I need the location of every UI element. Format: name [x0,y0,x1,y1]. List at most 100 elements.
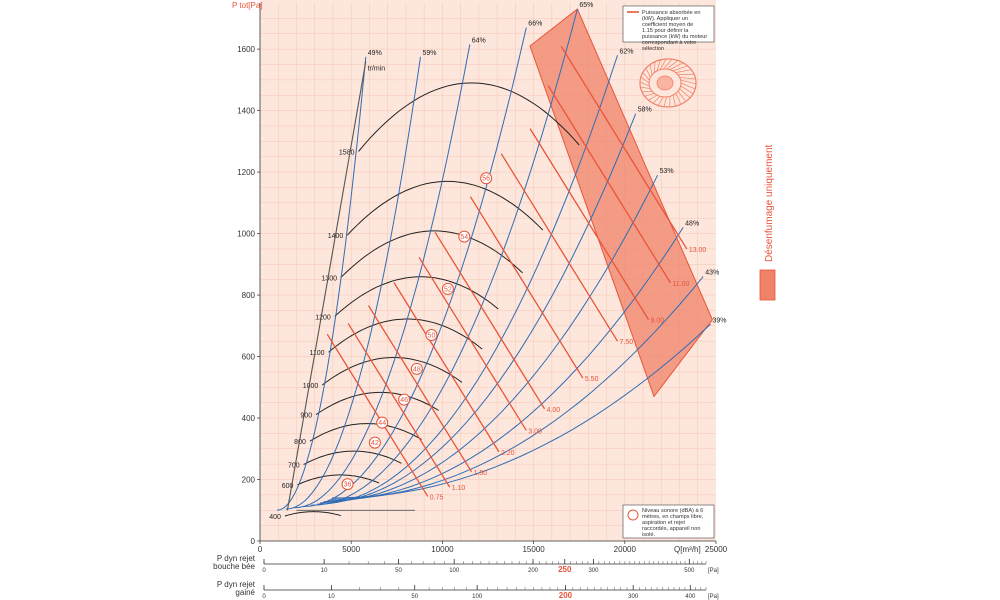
speed-curve-label: 400 [269,514,281,521]
noise-circle [368,436,381,449]
dyn-scale-highlight: 250 [558,565,572,574]
dyn-scale-title: P dyn rejet [217,554,256,563]
efficiency-label: 59% [423,50,437,57]
wheel-blade [672,95,676,107]
power-label: 1.50 [474,470,488,477]
speed-curve [284,511,341,517]
legend-line: sélection [642,46,664,52]
y-axis-label: P tot[Pa] [232,1,263,10]
power-line [418,256,527,431]
dyn-scale-label: 10 [328,594,335,600]
noise-circle [341,478,354,491]
noise-circle [480,172,493,185]
smoke-zone-legend: Désenfumage uniquement [759,144,776,301]
power-label: 3.00 [528,428,542,435]
efficiency-label: 49% [368,50,382,57]
efficiency-label: 66% [528,21,542,28]
efficiency-curve [310,8,578,506]
wheel-blade [645,67,651,78]
y-tick-label: 1200 [237,168,255,177]
wheel-blade [663,59,673,70]
power-line [393,282,500,453]
power-line [529,128,650,320]
efficiency-curve [285,56,421,510]
dyn-scale-label: 100 [472,594,483,600]
legend-line: Niveau sonore (dBA) à 6 [642,508,703,514]
speed-curve-label: 700 [288,463,300,470]
power-lines: 0.75 1.10 1.50 2.20 3.00 4.00 5.50 7.50 9.00 11.0… [326,46,706,501]
efficiency-label: 64% [472,38,486,45]
speed-curve [315,391,439,416]
speed-curve-label: 900 [300,413,312,420]
axes: 0 200 400 600 800 1000 1200 1400 1600 0 5000 10000 1… [232,1,728,554]
noise-label: 46 [400,397,408,404]
y-tick-label: 600 [242,353,256,362]
power-label: 2.20 [501,450,515,457]
wheel-blade [677,91,687,102]
smoke-zone-text: Désenfumage uniquement [764,144,775,262]
x-tick-label: 15000 [522,545,545,554]
wheel-blade [680,79,697,85]
speed-curve [303,450,402,465]
speed-curves: 400600700800900100011001200130014001580t… [269,66,580,521]
speed-curve-label: 1000 [303,383,319,390]
wheel-blade [641,90,653,93]
dyn-scale-label: 300 [628,594,639,600]
dyn-scale-label: 10 [321,568,328,574]
legend-line: isolé. [642,532,656,538]
speed-curve-label: 1300 [321,275,337,282]
power-line [326,333,429,497]
efficiency-label: 53% [660,168,674,175]
wheel-blade [679,76,696,80]
efficiency-label: 65% [579,2,593,9]
speed-curve [340,230,523,278]
efficiency-label: 48% [685,220,699,227]
x-tick-label: 5000 [342,545,360,554]
speed-curve-label: 800 [294,439,306,446]
speed-curve [322,357,463,386]
wheel-blade [659,58,667,70]
power-line [469,196,584,379]
efficiency-curve [276,56,367,511]
x-tick-label: 25000 [705,545,728,554]
left-limit [286,61,367,511]
y-tick-label: 1000 [237,230,255,239]
legend-line: Puissance absorbée en [642,10,700,16]
speed-curve [358,82,580,152]
y-tick-label: 0 [251,537,256,546]
dyn-scale-title: gainé [235,588,255,597]
power-label: 0.75 [430,494,444,501]
wheel-blade [640,86,651,90]
noise-circle [410,362,423,375]
speed-curve-label: 1580 [339,149,355,156]
legend-line: 1.15 pour définir la [642,28,689,34]
legend-line: raccordés, appareil non [642,526,700,532]
dyn-scale-label: 0 [262,594,266,600]
efficiency-label: 39% [713,317,727,324]
efficiency-label: 43% [705,270,719,277]
dyn-pressure-scales: 0 10 50 100 200 250 300 500 [Pa]P dyn rejetbouch… [213,554,719,600]
noise-label: 56 [482,176,490,183]
dyn-scale-label: 400 [685,594,696,600]
wheel-blade [640,76,650,84]
wheel-blade [675,93,682,105]
x-axis-label: Q[m³/h] [674,545,701,554]
dyn-scale-label: 50 [395,568,402,574]
power-label: 1.10 [452,485,466,492]
dyn-scale-label: 0 [262,568,266,574]
legend-noise-box [622,504,715,539]
operating-boundary [286,61,415,511]
power-line [347,323,451,488]
wheel-blade [652,96,661,104]
x-tick-label: 20000 [614,545,637,554]
dyn-scale-label: 200 [528,568,539,574]
efficiency-curve [320,113,637,504]
noise-label: 42 [371,440,379,447]
noise-circle [376,416,389,429]
wheel-blade [657,96,664,106]
wheel-blade [649,64,653,75]
power-label: 5.50 [585,376,599,383]
dyn-scale-highlight: 200 [559,591,573,600]
wheel-blade [639,81,650,87]
wheel-blade [663,96,668,107]
